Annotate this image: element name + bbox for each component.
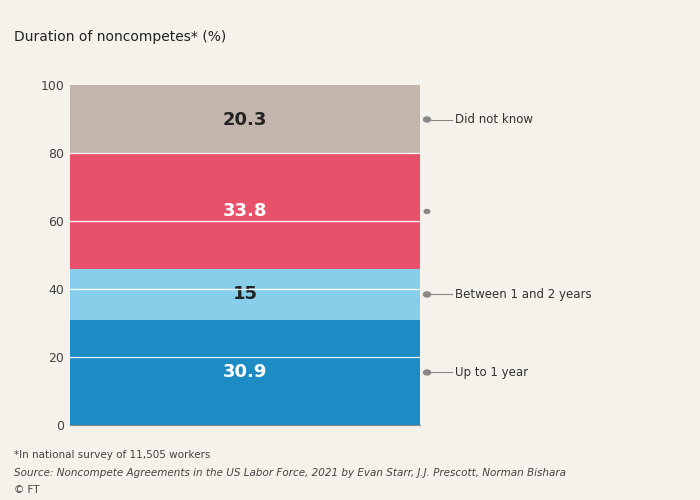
Text: Did not know: Did not know (455, 113, 533, 126)
Bar (70, 320, 420, 425)
Text: Up to 1 year: Up to 1 year (455, 366, 528, 379)
Text: Duration of noncompetes* (%): Duration of noncompetes* (%) (14, 30, 226, 44)
Bar (70, 154, 420, 269)
Text: 30.9: 30.9 (223, 364, 267, 382)
Text: Source: Noncompete Agreements in the US Labor Force, 2021 by Evan Starr, J.J. Pr: Source: Noncompete Agreements in the US … (14, 468, 566, 477)
Bar (70, 269, 420, 320)
Text: Between 1 and 2 years: Between 1 and 2 years (455, 288, 592, 301)
Text: *In national survey of 11,505 workers: *In national survey of 11,505 workers (14, 450, 211, 460)
Text: 15: 15 (232, 286, 258, 304)
Bar (70, 85, 420, 154)
Text: 33.8: 33.8 (223, 202, 267, 220)
Text: 20.3: 20.3 (223, 110, 267, 128)
Text: © FT: © FT (14, 485, 39, 495)
